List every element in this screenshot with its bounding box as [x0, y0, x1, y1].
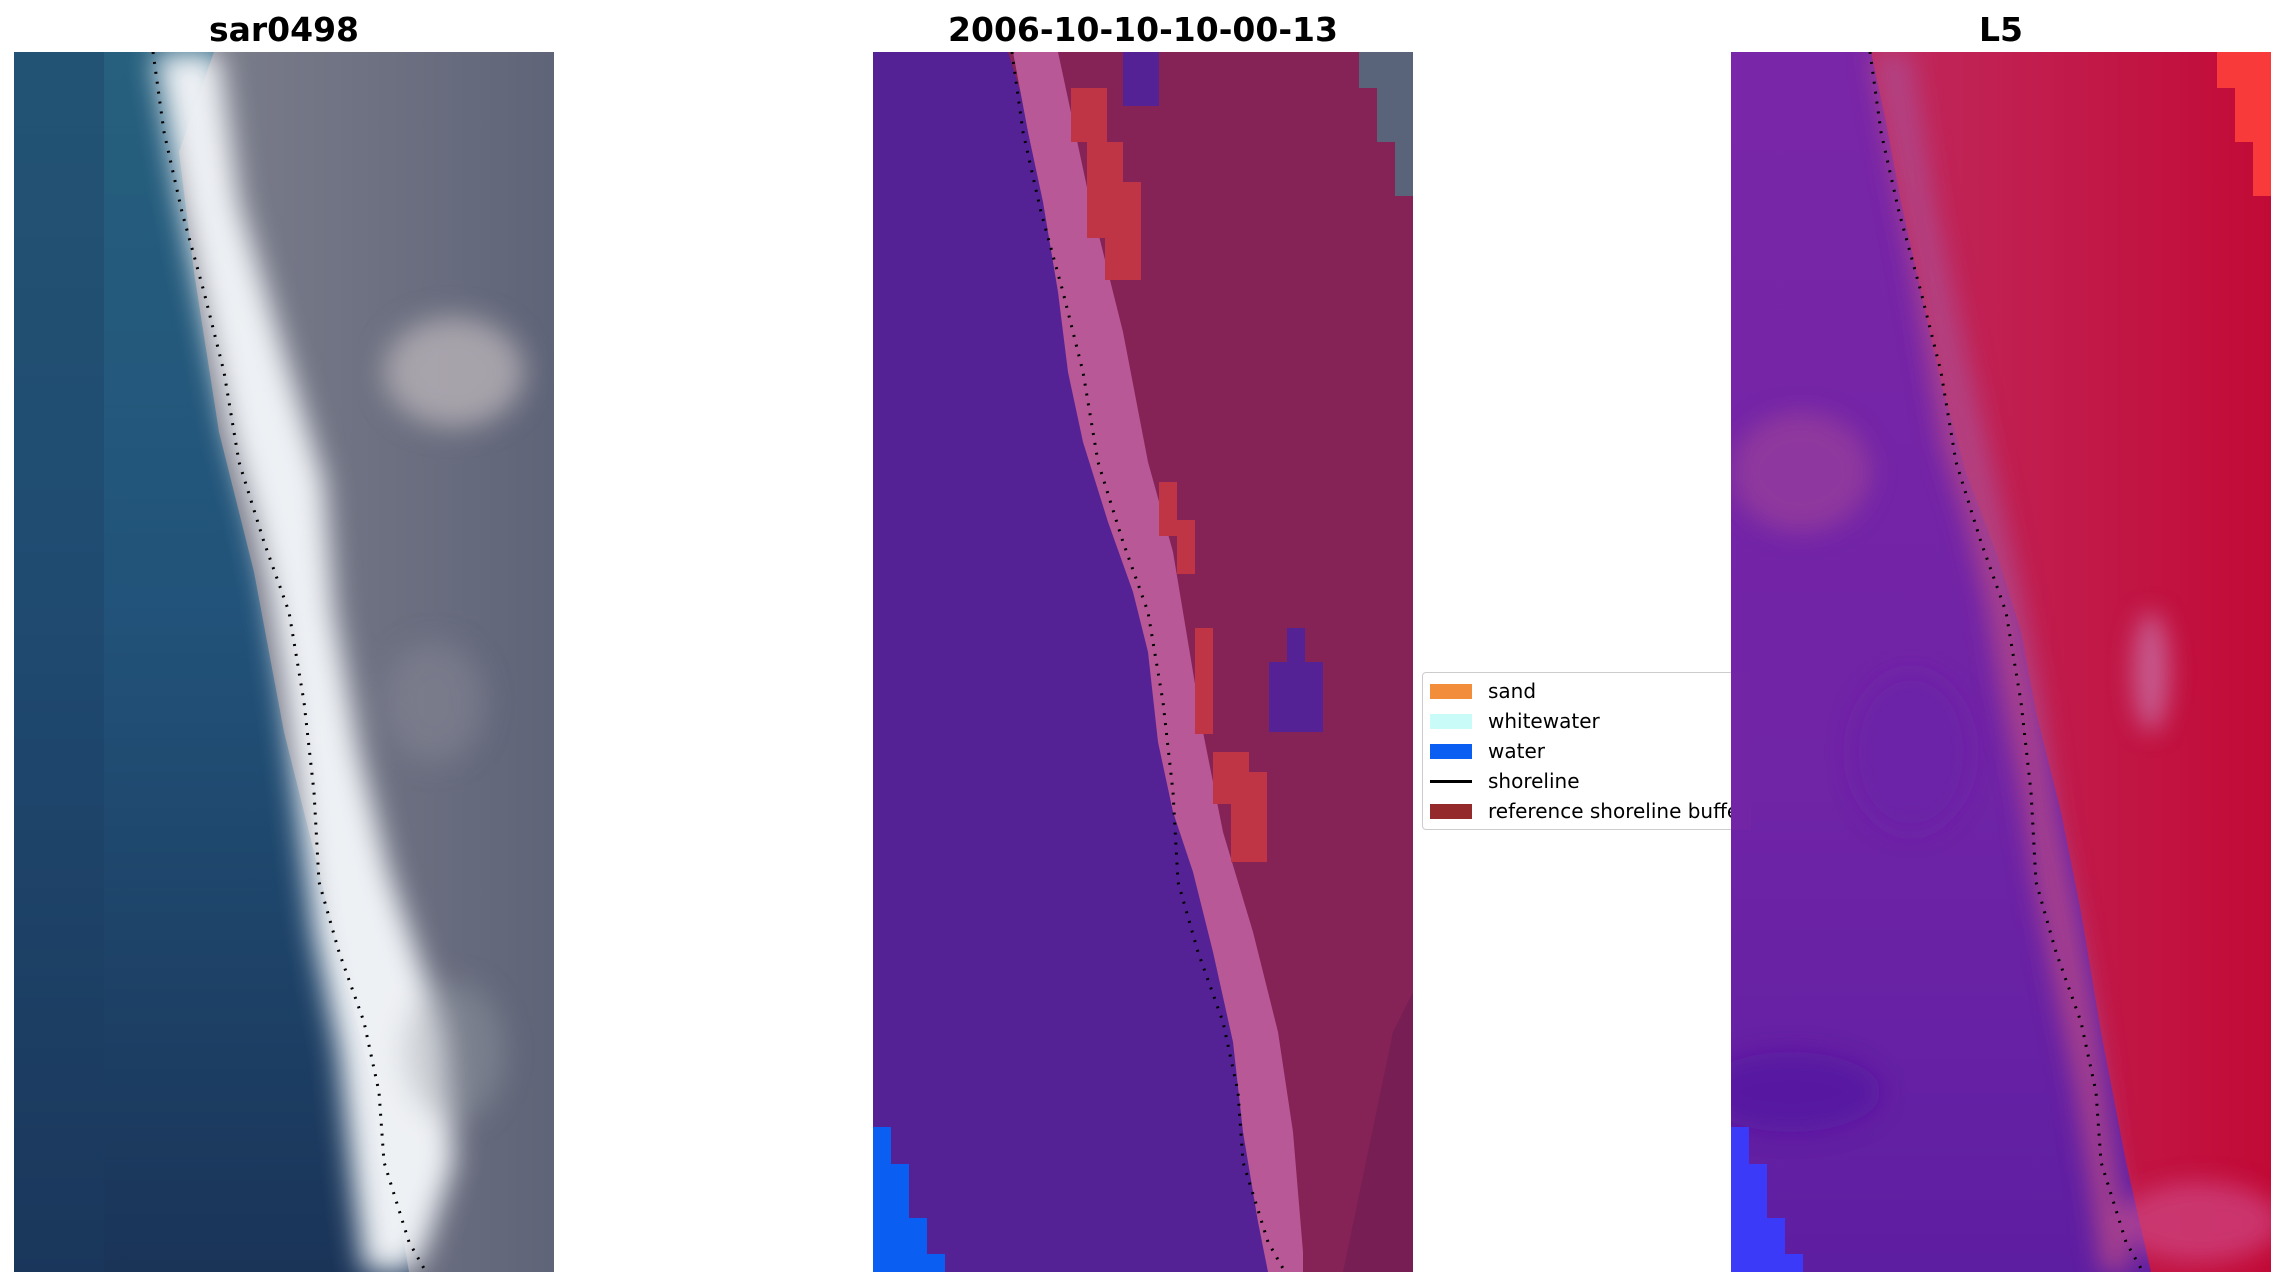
buffer-swatch-icon — [1430, 804, 1472, 819]
classified-image — [873, 52, 1413, 1272]
panel-title-index: L5 — [1979, 10, 2023, 49]
legend: sand whitewater water shoreline referenc… — [1422, 672, 1742, 830]
index-image — [1731, 52, 2271, 1272]
legend-label: water — [1488, 739, 1545, 763]
panel-title-classified: 2006-10-10-10-00-13 — [948, 10, 1338, 49]
water-swatch-icon — [1430, 744, 1472, 759]
legend-label: whitewater — [1488, 709, 1600, 733]
legend-clip-overlay — [1731, 672, 1751, 830]
whitewater-swatch-icon — [1430, 714, 1472, 729]
rgb-satellite-image — [14, 52, 554, 1272]
shoreline-line-icon — [1430, 780, 1472, 783]
legend-item-sand: sand — [1423, 677, 1741, 705]
legend-label: reference shoreline buffer — [1488, 799, 1742, 823]
sand-swatch-icon — [1430, 684, 1472, 699]
legend-item-reference-shoreline-buffer: reference shoreline buffer — [1423, 797, 1742, 825]
legend-item-shoreline: shoreline — [1423, 767, 1741, 795]
legend-label: shoreline — [1488, 769, 1580, 793]
legend-label: sand — [1488, 679, 1537, 703]
legend-item-whitewater: whitewater — [1423, 707, 1741, 735]
legend-item-water: water — [1423, 737, 1741, 765]
panel-title-rgb: sar0498 — [208, 10, 360, 49]
